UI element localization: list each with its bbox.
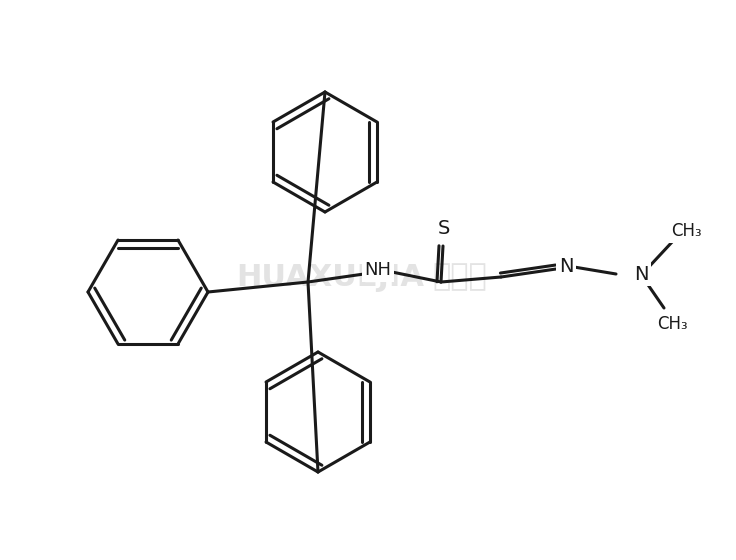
Text: N: N [559, 256, 573, 276]
Text: NH: NH [364, 261, 392, 279]
Text: CH₃: CH₃ [657, 315, 687, 333]
Text: HUAXUEJIA: HUAXUEJIA [236, 263, 424, 292]
Text: CH₃: CH₃ [670, 222, 701, 240]
Text: N: N [634, 264, 648, 283]
Text: 化学加: 化学加 [433, 263, 487, 292]
Text: S: S [438, 218, 450, 237]
